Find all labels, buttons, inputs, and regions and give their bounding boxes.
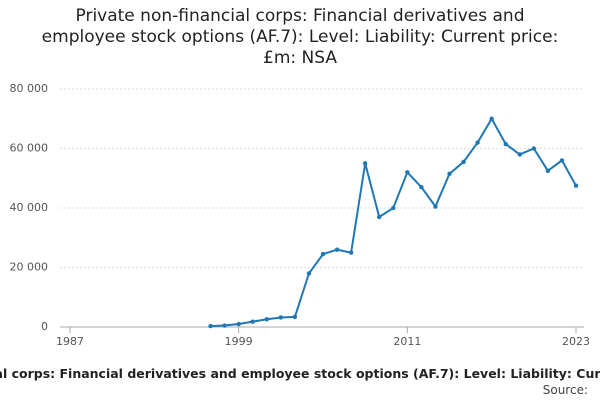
y-tick-label: 0 <box>41 320 48 333</box>
footer: Private non-financial corps: Financial d… <box>0 366 600 381</box>
point <box>362 161 368 166</box>
point <box>264 317 269 322</box>
source: Source: <box>542 383 588 397</box>
point <box>475 140 480 145</box>
point <box>292 314 298 320</box>
point <box>559 158 565 163</box>
point <box>320 251 326 257</box>
point <box>517 152 522 157</box>
point <box>278 315 284 320</box>
x-tick-label: 2011 <box>393 335 421 348</box>
x-tick-label: 1987 <box>56 335 84 348</box>
point <box>461 159 466 165</box>
point <box>348 250 354 255</box>
line <box>210 116 577 328</box>
point <box>405 170 410 175</box>
point <box>377 214 382 220</box>
point <box>391 205 396 211</box>
y-tick-label: 60 000 <box>10 142 49 155</box>
chart-title: Private non-financial corps: Financial d… <box>41 6 559 68</box>
point <box>236 321 241 327</box>
point <box>419 184 424 190</box>
x-tick-label: 1999 <box>225 335 253 348</box>
point <box>545 168 551 174</box>
y-tick-label: 40 000 <box>10 201 49 214</box>
point <box>503 141 508 147</box>
point <box>573 183 579 188</box>
point <box>208 323 213 329</box>
point <box>447 171 452 176</box>
point <box>250 319 255 324</box>
point <box>222 323 227 328</box>
point <box>306 271 312 276</box>
point <box>489 116 494 121</box>
point <box>433 204 438 209</box>
x-tick-label: 2023 <box>562 335 590 348</box>
point <box>531 146 537 151</box>
point <box>334 247 340 252</box>
y-tick-label: 80 000 <box>10 82 49 95</box>
y-tick-label: 20 000 <box>10 261 49 274</box>
